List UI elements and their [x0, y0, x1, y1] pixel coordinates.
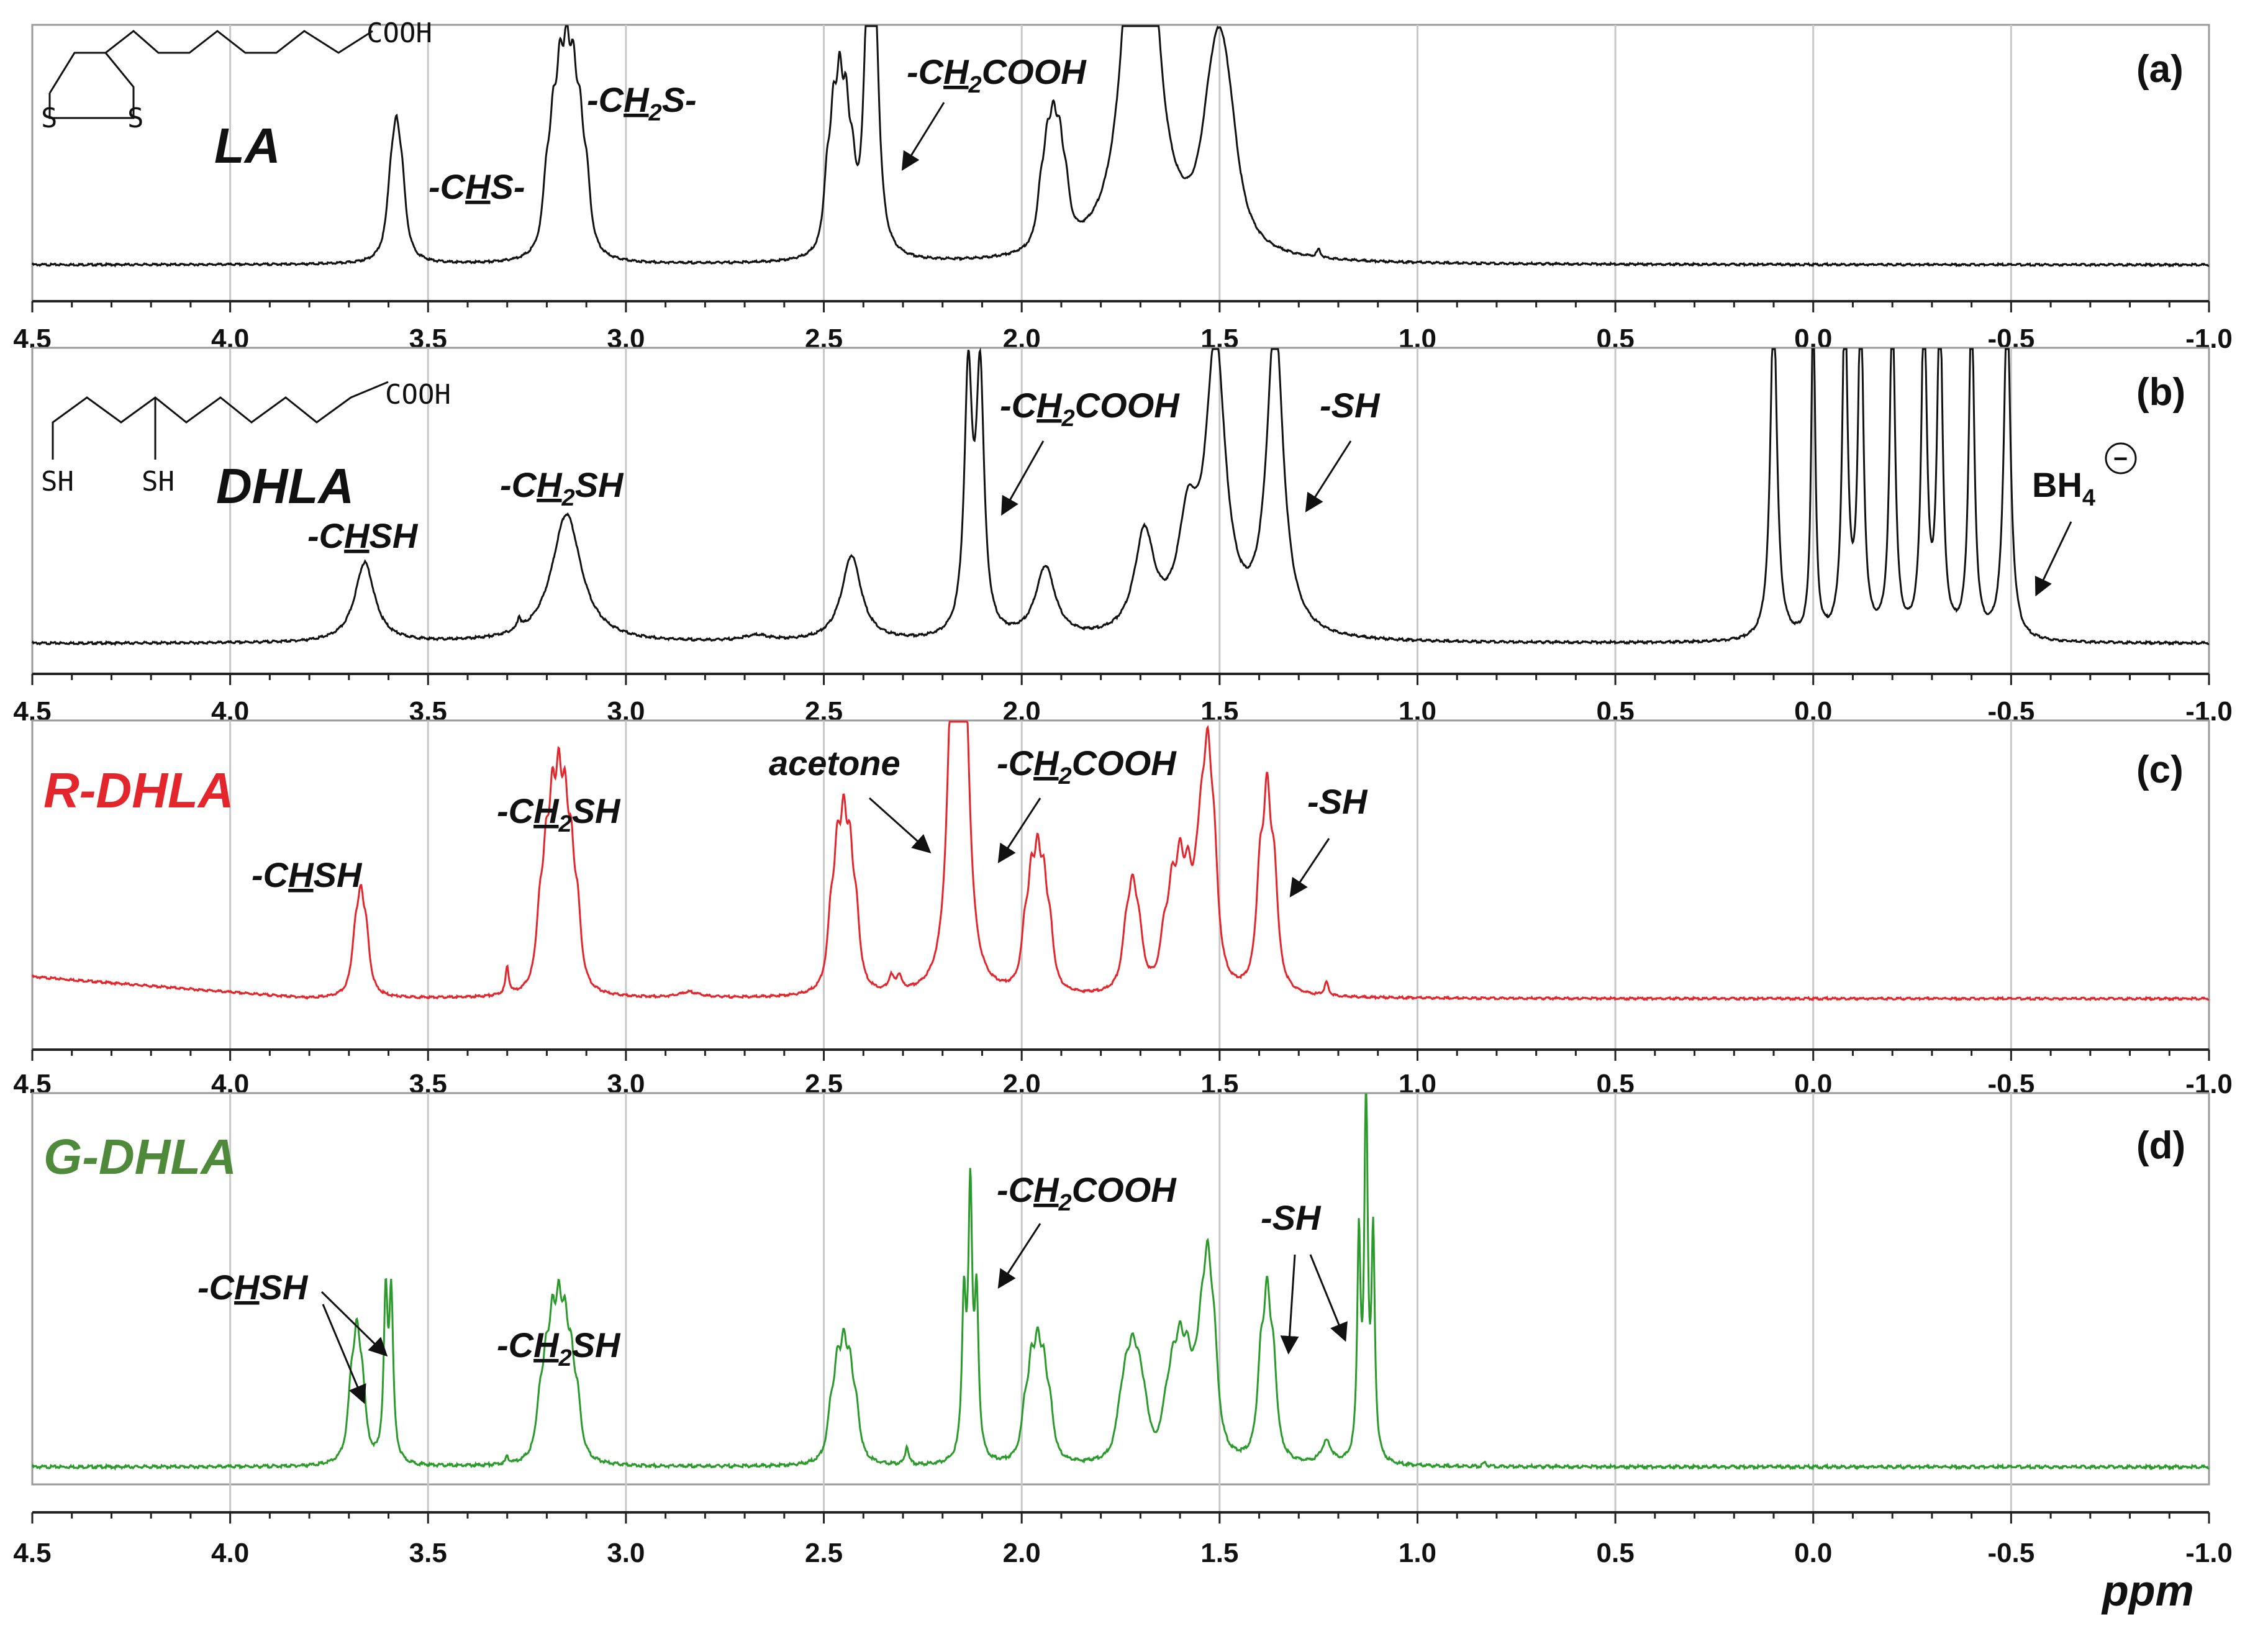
- panel-d: 4.5 4.0 3.5 3.0 2.5 2.0 1.5 1.0 0.5 0.0 -0.5 -1.0 G…: [13, 1092, 2233, 1615]
- panel-d-gridlines: [229, 1093, 2012, 1512]
- panel-b-spectrum: [31, 347, 2210, 647]
- panel-b-title: DHLA: [216, 458, 354, 514]
- arrow-bh4: [2034, 521, 2072, 597]
- la-ring: [48, 52, 135, 119]
- panel-c-title: R-DHLA: [43, 763, 234, 818]
- la-s-left: S: [41, 102, 58, 134]
- tick-label: 2.5: [805, 1538, 843, 1568]
- panel-c-annotations: -CHSH -CH2SH acetone -CH2COOH -SH: [252, 743, 1368, 897]
- panel-d-title: G-DHLA: [43, 1129, 237, 1184]
- annotation-chsh-c: -CHSH: [252, 855, 363, 894]
- panel-d-spectrum: [31, 1093, 2210, 1471]
- tick-label: 1.0: [1399, 1538, 1436, 1568]
- panel-c-ticks: 4.5 4.0 3.5 3.0 2.5 2.0 1.5 1.0 0.5 0.0 -0.5 -1.0: [13, 1050, 2233, 1099]
- panel-b-gridlines: [229, 348, 2012, 674]
- arrow-sh-c: [1289, 838, 1330, 897]
- panel-a: 4.5 4.0 3.5 3.0 2.5 2.0 1.5 1.0 0.5 0.0 -0.5 -1.0 C…: [13, 17, 2233, 354]
- bh4-charge-circle: [2105, 442, 2137, 475]
- panel-a-title: LA: [214, 118, 281, 173]
- arrow-acetone: [868, 797, 932, 854]
- annotation-ch2s: -CH2S-: [587, 80, 697, 126]
- annotation-ch2cooh-d: -CH2COOH: [997, 1170, 1177, 1216]
- panel-a-spectrum: [31, 25, 2210, 268]
- annotation-chs: -CHS-: [429, 167, 525, 206]
- tick-label: 4.0: [211, 1538, 249, 1568]
- dhla-sh-left: SH: [41, 466, 74, 497]
- annotation-ch2sh-b: -CH2SH: [500, 465, 624, 511]
- arrow-chsh-d-2: [322, 1304, 366, 1404]
- arrow-ch2cooh-d: [997, 1223, 1041, 1289]
- panel-a-annotations: -CHS- -CH2S- -CH2COOH: [429, 52, 1087, 206]
- panel-c: 4.5 4.0 3.5 3.0 2.5 2.0 1.5 1.0 0.5 0.0 -0.5 -1.0 R…: [13, 719, 2233, 1099]
- bh4-charge: −: [2113, 445, 2128, 473]
- tick-label: 0.5: [1597, 1538, 1635, 1568]
- tick-label: 4.5: [13, 1538, 51, 1568]
- la-cooh-label: COOH: [366, 17, 432, 49]
- dhla-chain: [52, 381, 389, 460]
- arrow-chsh-d-1: [320, 1291, 388, 1357]
- annotation-ch2cooh: -CH2COOH: [907, 52, 1087, 98]
- panel-a-ticks: 4.5 4.0 3.5 3.0 2.5 2.0 1.5 1.0 0.5 0.0 -0.5 -1.0: [13, 301, 2233, 354]
- panel-a-gridlines: [229, 25, 2012, 301]
- panel-b-letter: (b): [2136, 371, 2185, 414]
- annotation-acetone: acetone: [769, 743, 900, 783]
- la-chain: [48, 30, 373, 94]
- panel-d-letter: (d): [2136, 1124, 2185, 1167]
- panel-c-spectrum: [31, 720, 2210, 1002]
- dhla-cooh-label: COOH: [385, 379, 451, 411]
- panel-b-annotations: -CHSH -CH2SH -CH2COOH -SH BH4 −: [307, 386, 2137, 597]
- annotation-ch2cooh-c: -CH2COOH: [997, 743, 1177, 789]
- panel-d-annotations: -CHSH -CH2SH -CH2COOH -SH: [197, 1170, 1348, 1404]
- annotation-sh-b: -SH: [1320, 386, 1381, 425]
- arrow-sh-b: [1305, 440, 1352, 513]
- x-axis-title: ppm: [2101, 1566, 2194, 1615]
- panel-c-letter: (c): [2136, 748, 2184, 791]
- annotation-sh-d: -SH: [1261, 1198, 1322, 1237]
- tick-label: -1.0: [2185, 1538, 2233, 1568]
- arrow-ch2cooh-b: [1001, 440, 1045, 516]
- arrow-ch2cooh-c: [997, 797, 1041, 864]
- panel-a-letter: (a): [2136, 48, 2184, 91]
- tick-label: 0.0: [1794, 1538, 1832, 1568]
- annotation-ch2cooh-b: -CH2COOH: [1000, 386, 1180, 432]
- tick-label: 1.5: [1200, 1538, 1238, 1568]
- dhla-sh-right: SH: [142, 466, 175, 497]
- tick-label: 3.5: [409, 1538, 447, 1568]
- panel-d-frame: [31, 1092, 2210, 1486]
- panel-a-structure: COOH S S: [41, 17, 432, 134]
- annotation-chsh-d: -CHSH: [197, 1268, 309, 1307]
- arrow-ch2cooh-a: [901, 102, 945, 171]
- annotation-chsh-b: -CHSH: [307, 516, 419, 555]
- panel-d-ticks: 4.5 4.0 3.5 3.0 2.5 2.0 1.5 1.0 0.5 0.0 -0.5 -1.0: [13, 1512, 2233, 1568]
- tick-label: 3.0: [607, 1538, 645, 1568]
- tick-label: -0.5: [1987, 1538, 2034, 1568]
- tick-label: 2.0: [1003, 1538, 1041, 1568]
- arrow-sh-d-1: [1280, 1254, 1299, 1355]
- panel-b-structure: COOH SH SH: [41, 379, 451, 497]
- la-s-right: S: [127, 102, 144, 134]
- arrow-sh-d-2: [1309, 1254, 1348, 1342]
- annotation-sh-c: -SH: [1307, 782, 1368, 821]
